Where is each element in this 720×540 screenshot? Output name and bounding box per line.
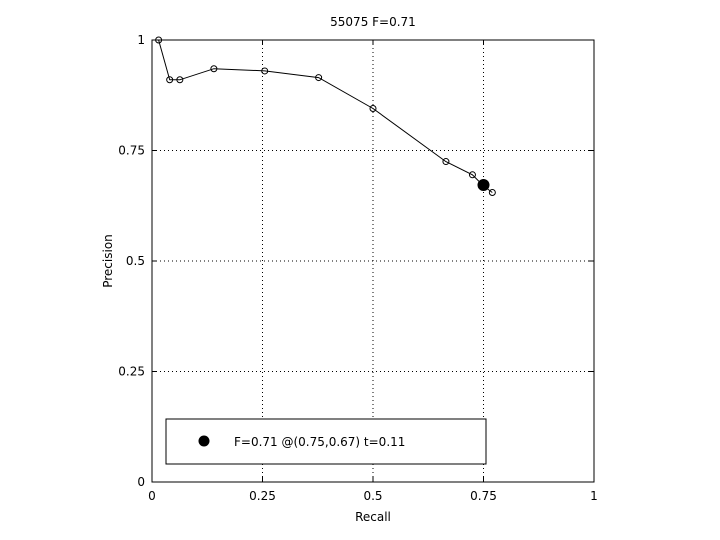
pr-point [488, 188, 496, 196]
y-tick-label: 0.25 [118, 365, 145, 379]
pr-point [442, 158, 450, 166]
x-axis-label: Recall [355, 510, 391, 524]
x-tick-label: 0.5 [363, 489, 382, 503]
best-f-point [477, 178, 490, 191]
pr-curve-line [158, 39, 493, 193]
pr-curve [158, 39, 493, 193]
y-axis-label: Precision [101, 234, 115, 288]
y-tick-label: 0.75 [118, 144, 145, 158]
legend-entry: F=0.71 @(0.75,0.67) t=0.11 [234, 435, 405, 449]
chart-title: 55075 F=0.71 [330, 15, 416, 29]
x-tick-label: 0.25 [249, 489, 276, 503]
x-tick-label: 1 [590, 489, 598, 503]
legend-marker-icon [198, 435, 210, 447]
pr-markers [155, 36, 496, 196]
pr-point [468, 171, 476, 179]
pr-point [210, 65, 218, 73]
y-tick-label: 0.5 [126, 254, 145, 268]
y-tick-label: 1 [137, 33, 145, 47]
axis-ticks: 0 0.25 0.5 0.75 1 0 0.25 0.5 0.75 1 [118, 33, 598, 503]
legend: F=0.71 @(0.75,0.67) t=0.11 [165, 418, 487, 465]
pr-point [166, 76, 174, 84]
grid-lines [152, 40, 594, 482]
pr-point [176, 76, 184, 84]
x-tick-label: 0.75 [470, 489, 497, 503]
pr-point [261, 67, 269, 75]
legend-box [165, 418, 487, 465]
pr-point [369, 105, 377, 113]
pr-point [155, 36, 163, 44]
pr-point [315, 74, 323, 82]
x-tick-label: 0 [148, 489, 156, 503]
y-tick-label: 0 [137, 475, 145, 489]
